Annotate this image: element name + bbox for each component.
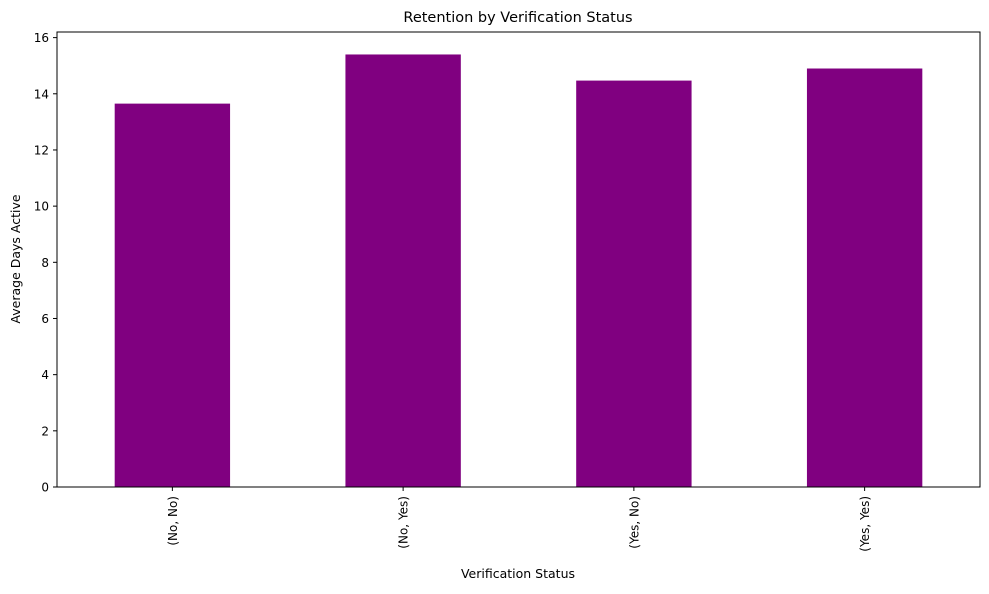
bar-0 xyxy=(114,103,231,488)
y-tick-label-3: 6 xyxy=(41,312,49,326)
y-tick-label-8: 16 xyxy=(34,31,49,45)
plot-frame xyxy=(56,31,981,488)
chart-title: Retention by Verification Status xyxy=(403,10,632,26)
y-axis: 0 2 4 6 8 10 12 14 16 xyxy=(34,31,57,495)
x-axis: (No, No) (No, Yes) (Yes, No) (Yes, Yes) xyxy=(166,487,872,552)
x-tick-label-2: (Yes, No) xyxy=(627,496,641,549)
bar-2 xyxy=(576,80,692,487)
x-tick-label-1: (No, Yes) xyxy=(397,496,411,549)
x-axis-label: Verification Status xyxy=(461,566,575,581)
x-tick-label-0: (No, No) xyxy=(166,496,180,546)
y-tick-label-7: 14 xyxy=(34,87,49,101)
bar-3 xyxy=(806,68,923,487)
y-axis-label: Average Days Active xyxy=(8,194,23,323)
y-tick-label-0: 0 xyxy=(41,481,49,495)
y-tick-label-6: 12 xyxy=(34,143,49,157)
y-tick-label-1: 2 xyxy=(41,424,49,438)
plot-area xyxy=(114,54,923,488)
bar-1 xyxy=(345,54,461,487)
y-tick-label-4: 8 xyxy=(41,256,49,270)
y-tick-label-5: 10 xyxy=(34,200,49,214)
y-tick-label-2: 4 xyxy=(41,368,49,382)
x-tick-label-3: (Yes, Yes) xyxy=(858,496,872,552)
